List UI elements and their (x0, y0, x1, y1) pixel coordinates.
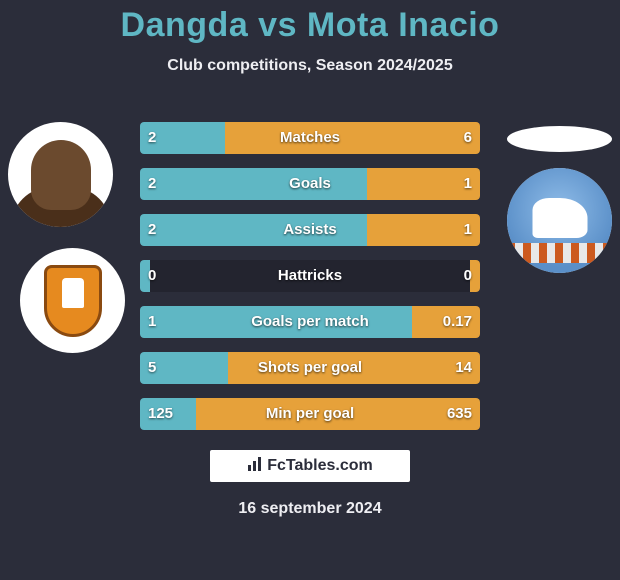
bar-left (140, 168, 367, 200)
stat-row: 514Shots per goal (140, 352, 480, 384)
chart-icon (247, 452, 263, 484)
value-left: 2 (148, 168, 156, 200)
value-right: 14 (455, 352, 472, 384)
value-right: 0 (464, 260, 472, 292)
stat-row: 125635Min per goal (140, 398, 480, 430)
value-right: 635 (447, 398, 472, 430)
player-left-avatar (8, 122, 113, 227)
value-left: 2 (148, 214, 156, 246)
value-left: 125 (148, 398, 173, 430)
bar-left (140, 306, 412, 338)
value-right: 1 (464, 214, 472, 246)
bar-left (140, 214, 367, 246)
value-left: 5 (148, 352, 156, 384)
value-right: 1 (464, 168, 472, 200)
page-subtitle: Club competitions, Season 2024/2025 (0, 57, 620, 75)
bar-right (228, 352, 480, 384)
page-title: Dangda vs Mota Inacio (0, 0, 620, 45)
player-right-avatar (507, 126, 612, 152)
comparison-card: Dangda vs Mota Inacio Club competitions,… (0, 0, 620, 580)
bar-right (225, 122, 480, 154)
stat-row: 0 0Hattricks (140, 260, 480, 292)
value-right: 6 (464, 122, 472, 154)
stat-label: Hattricks (140, 260, 480, 292)
value-left: 2 (148, 122, 156, 154)
bar-right (196, 398, 480, 430)
value-left: 0 (148, 260, 156, 292)
stats-rows: 26Matches21Goals21Assists00Hattricks10.1… (140, 122, 480, 444)
stat-row: 21Assists (140, 214, 480, 246)
brand-badge: FcTables.com (210, 450, 410, 482)
value-left: 1 (148, 306, 156, 338)
stat-row: 26Matches (140, 122, 480, 154)
stat-row: 10.17Goals per match (140, 306, 480, 338)
brand-label: FcTables.com (267, 457, 373, 474)
club-left-badge (20, 248, 125, 353)
date-label: 16 september 2024 (0, 500, 620, 518)
club-right-badge (507, 168, 612, 273)
stat-row: 21Goals (140, 168, 480, 200)
value-right: 0.17 (443, 306, 472, 338)
